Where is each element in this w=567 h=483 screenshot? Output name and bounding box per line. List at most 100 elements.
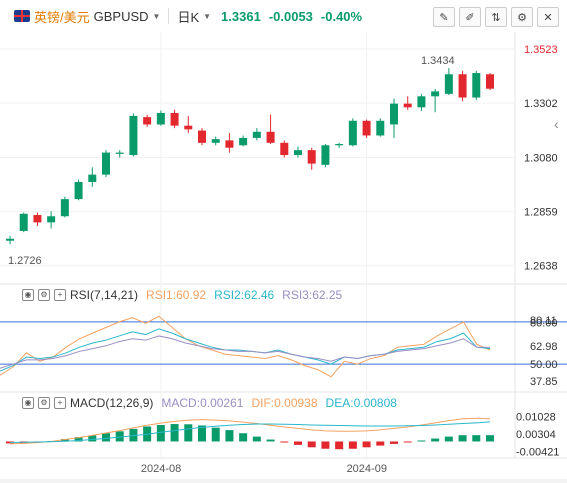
candle xyxy=(472,73,481,98)
candle xyxy=(129,115,138,156)
macd-bar xyxy=(266,439,275,442)
rsi3-value: 62.25 xyxy=(312,288,343,302)
candle xyxy=(115,152,124,154)
candle xyxy=(403,103,412,108)
macd-header: ◉ ⚙ + MACD(12,26,9) MACD:0.00261 DIF:0.0… xyxy=(22,396,397,410)
macd-bar xyxy=(376,441,385,446)
macd-bar xyxy=(102,433,110,442)
macd-bar xyxy=(60,439,69,442)
macd-bar xyxy=(458,435,467,442)
candle xyxy=(156,112,165,125)
period-selector[interactable]: 日K xyxy=(177,9,200,25)
macd-tick-label: 0.01028 xyxy=(516,412,556,424)
eye-icon[interactable]: ◉ xyxy=(22,397,34,409)
settings-small-icon[interactable]: ⚙ xyxy=(38,289,50,301)
candle xyxy=(335,144,344,146)
candle xyxy=(74,181,83,200)
time-scrollbar xyxy=(0,479,567,483)
pen-icon[interactable]: ✐ xyxy=(459,7,481,27)
macd-bar xyxy=(403,441,412,443)
candle xyxy=(486,74,494,89)
settings-small-icon[interactable]: ⚙ xyxy=(38,397,50,409)
candle xyxy=(184,125,193,130)
symbol-name[interactable]: 英镑/美元 xyxy=(34,9,90,25)
candle xyxy=(321,145,330,165)
eye-icon[interactable]: ◉ xyxy=(22,289,34,301)
macd-bar xyxy=(88,435,97,442)
macd-bar xyxy=(170,424,179,442)
rsi-header: ◉ ⚙ + RSI(7,14,21) RSI1:60.92 RSI2:62.46… xyxy=(22,288,342,302)
rsi-line-rsi2 xyxy=(0,328,491,372)
macd-bar xyxy=(444,436,453,442)
settings-icon[interactable]: ⚙ xyxy=(511,7,533,27)
rsi-line-rsi3 xyxy=(0,335,490,369)
indicator-icon[interactable]: ⇅ xyxy=(485,7,507,27)
macd-bar xyxy=(348,441,357,449)
macd-bar xyxy=(156,425,165,442)
rsi1-value: 60.92 xyxy=(176,288,207,302)
macd-tick-label: 0.00304 xyxy=(516,429,556,441)
rsi2-name: RSI2 xyxy=(214,288,241,302)
rsi2-value: 62.46 xyxy=(244,288,275,302)
collapse-panel-icon[interactable]: ‹ xyxy=(554,116,559,132)
divider xyxy=(168,8,170,24)
candle xyxy=(458,74,467,98)
symbol-code[interactable]: GBPUSD xyxy=(93,8,149,24)
dif-value: 0.00938 xyxy=(274,396,318,410)
high-annotation: 1.3434 xyxy=(421,55,455,67)
candle xyxy=(266,131,275,143)
candle xyxy=(170,112,179,126)
macd-tick-label: -0.00421 xyxy=(516,447,559,459)
candle xyxy=(307,150,316,164)
dea-value: 0.00808 xyxy=(353,396,397,410)
rsi-tick-label: 50.00 xyxy=(530,359,558,371)
candle xyxy=(390,103,398,125)
x-axis-label: 2024-09 xyxy=(347,463,387,475)
macd-bar xyxy=(115,431,124,442)
macd-bar xyxy=(225,430,234,442)
macd-line-dea xyxy=(9,421,491,443)
uk-flag-icon xyxy=(14,10,30,22)
macd-bar xyxy=(307,441,316,448)
tool-buttons: ✎ ✐ ⇅ ⚙ ✕ xyxy=(433,7,559,27)
price-tick-label: 1.2859 xyxy=(524,207,558,219)
toolbar: 英镑/美元 GBPUSD ▼ 日K ▼ 1.3361 -0.0053 -0.40… xyxy=(0,0,567,32)
period-dropdown-icon[interactable]: ▼ xyxy=(203,11,212,21)
macd-bar xyxy=(280,441,289,443)
price-change-pct: -0.40% xyxy=(320,8,363,24)
macd-bar xyxy=(472,435,481,442)
macd-label: MACD(12,26,9) xyxy=(70,396,154,410)
last-price: 1.3361 xyxy=(221,8,261,24)
candle xyxy=(294,150,302,156)
macd-bar xyxy=(239,433,248,442)
candle xyxy=(444,74,453,94)
close-icon[interactable]: ✕ xyxy=(537,7,559,27)
rsi-tick-label: 80.00 xyxy=(530,318,558,330)
candle xyxy=(33,215,42,223)
dif-name: DIF xyxy=(251,396,271,410)
candle xyxy=(143,117,152,125)
rsi-tick-label: 80.11 xyxy=(530,315,557,327)
candle xyxy=(252,131,261,138)
candle xyxy=(60,199,69,217)
low-annotation: 1.2726 xyxy=(8,255,42,267)
draw-line-icon[interactable]: ✎ xyxy=(433,7,455,27)
macd-bar xyxy=(431,438,440,442)
price-tick-label: 1.3523 xyxy=(524,44,558,56)
rsi-line-rsi1 xyxy=(0,315,491,378)
price-tick-label: 1.3302 xyxy=(524,98,558,110)
candle xyxy=(225,140,234,148)
candle xyxy=(348,120,357,146)
rsi-tick-label: 37.85 xyxy=(530,376,558,388)
rsi-label: RSI(7,14,21) xyxy=(70,288,139,302)
expand-icon[interactable]: + xyxy=(54,289,66,301)
candle xyxy=(239,137,248,146)
candle xyxy=(198,130,206,143)
macd-bar xyxy=(294,441,302,445)
expand-icon[interactable]: + xyxy=(54,397,66,409)
macd-value: 0.00261 xyxy=(200,396,244,410)
macd-bar xyxy=(335,441,344,450)
macd-name: MACD xyxy=(161,396,197,410)
symbol-dropdown-icon[interactable]: ▼ xyxy=(152,11,161,21)
